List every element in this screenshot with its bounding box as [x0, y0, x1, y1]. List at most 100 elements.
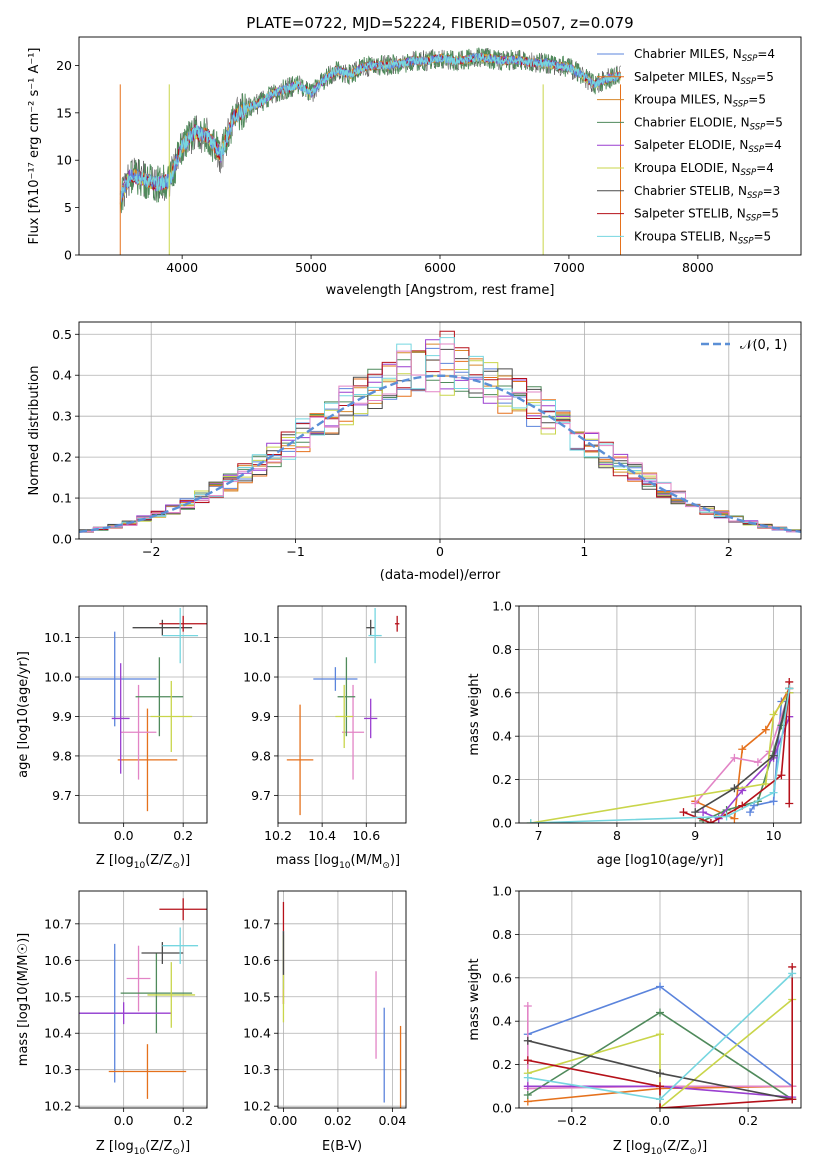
x-axis-label-part: (M/M: [351, 853, 383, 868]
x-axis-label-part: )]: [180, 1139, 190, 1154]
weight-marker: [777, 771, 786, 780]
weight-line: [530, 688, 791, 823]
y-tick-label: 10: [56, 153, 72, 168]
y-tick-label: 10.1: [243, 630, 271, 645]
x-axis-label: age [log10(age/yr)]: [597, 853, 724, 868]
figure-title: PLATE=0722, MJD=52224, FIBERID=0507, z=0…: [246, 14, 633, 32]
legend-label: Salpeter STELIB, NSSP=5: [634, 207, 779, 224]
legend-label: Kroupa STELIB, NSSP=5: [634, 229, 771, 246]
legend-label: Chabrier ELODIE, NSSP=5: [634, 115, 783, 132]
legend-label-part: =5: [756, 70, 774, 84]
weight-marker: [656, 1104, 664, 1108]
weight-marker: [656, 1069, 664, 1078]
weight-line: [683, 681, 791, 823]
plot-area: [79, 607, 207, 812]
weight-marker: [656, 982, 664, 991]
weight-marker: [656, 1095, 664, 1104]
x-tick-label: 0.2: [173, 828, 193, 843]
weight-marker: [691, 799, 700, 808]
y-tick-label: 9.8: [52, 748, 72, 763]
x-tick-label: 10.2: [264, 828, 292, 843]
y-tick-label: 10.0: [44, 670, 72, 685]
y-tick-label: 1.0: [492, 884, 512, 899]
x-axis-label-part: 10: [339, 861, 351, 871]
weight-marker: [656, 1030, 664, 1039]
x-axis-label-part: ⊙: [172, 861, 180, 871]
y-tick-label: 0.4: [52, 368, 72, 383]
x-tick-label: 5000: [295, 260, 327, 275]
weight-marker: [523, 1056, 532, 1065]
plot-area: [119, 47, 621, 255]
plot-area: [526, 677, 794, 823]
y-tick-label: 9.9: [52, 709, 72, 724]
y-axis-label: age [log10(age/yr)]: [16, 651, 31, 778]
weight-marker: [699, 808, 708, 817]
legend-label-part: =4: [756, 161, 774, 175]
plot-area: [286, 607, 400, 816]
weight-marker: [679, 808, 688, 817]
x-tick-label: 8000: [682, 260, 714, 275]
weight-marker: [785, 799, 794, 808]
legend-label: Salpeter MILES, NSSP=5: [634, 70, 774, 87]
x-tick-label: 0.2: [738, 1113, 758, 1128]
y-tick-label: 10.6: [243, 953, 271, 968]
y-tick-label: 10.3: [44, 1062, 72, 1077]
x-tick-label: 6000: [424, 260, 456, 275]
y-tick-label: 10.7: [243, 916, 271, 931]
legend-label-part: =5: [765, 115, 783, 129]
y-tick-label: 0: [64, 248, 72, 263]
axes-frame: [518, 605, 802, 824]
panel-age_vs_Z: 0.0 0.2 9.7 9.8 9.9 10.0 10.1 Z [log10(Z/Z⊙)] ag…: [16, 605, 208, 871]
y-tick-label: 20: [56, 58, 72, 73]
x-tick-label: 0.0: [650, 1113, 670, 1128]
legend-label-part: SSP: [741, 77, 757, 87]
y-tick-label: 10.5: [243, 989, 271, 1004]
x-axis-label-part: Z [log: [96, 853, 134, 868]
x-axis-label-part: ⊙: [172, 1147, 180, 1157]
y-tick-label: 9.7: [52, 788, 72, 803]
y-axis-label: mass weight: [467, 673, 482, 755]
x-axis-label: Z [log10(Z/Z⊙)]: [96, 1139, 190, 1157]
legend-label: Chabrier MILES, NSSP=4: [634, 47, 775, 64]
x-axis-label-part: )]: [390, 853, 400, 868]
weight-marker: [523, 1036, 532, 1045]
y-tick-label: 0.0: [492, 1101, 512, 1116]
x-axis-label-part: 10: [134, 1147, 146, 1157]
legend-label-part: =5: [761, 207, 779, 221]
weight-marker: [656, 1008, 664, 1017]
weight-marker: [788, 969, 797, 978]
legend-label-part: SSP: [747, 191, 763, 201]
x-tick-label: 0: [436, 544, 444, 559]
legend-label-part: Kroupa MILES, N: [634, 93, 733, 107]
weight-marker: [788, 1095, 797, 1104]
x-tick-label: 8: [613, 828, 621, 843]
x-tick-label: −2: [142, 544, 160, 559]
legend-label-part: SSP: [742, 54, 758, 64]
x-tick-label: 10.6: [352, 828, 380, 843]
panel-weight_vs_age: 7 8 9 10 0.0 0.2 0.4 0.6 0.8 1.0 age [log10(age/yr…: [467, 599, 802, 868]
axes-frame: [78, 605, 208, 824]
legend-label-part: =5: [748, 93, 766, 107]
panel-spectrum: 4000 5000 6000 7000 8000 0 5 10 15 20 wavelength […: [27, 36, 802, 298]
x-axis-label: mass [log10(M/M⊙)]: [276, 853, 400, 871]
x-axis-label: wavelength [Angstrom, rest frame]: [326, 283, 555, 298]
y-tick-label: 9.8: [251, 748, 271, 763]
gaussian-curve: [79, 374, 801, 533]
weight-marker: [523, 1082, 532, 1091]
weight-line: [694, 688, 791, 813]
y-tick-label: 10.7: [44, 916, 72, 931]
y-tick-label: 5: [64, 200, 72, 215]
legend-label-part: Salpeter MILES, N: [634, 70, 741, 84]
weight-line: [527, 967, 793, 1108]
axes-frame: [78, 36, 802, 256]
weight-marker: [722, 812, 731, 821]
x-tick-label: 7: [535, 828, 543, 843]
x-axis-label-part: ⊙: [689, 1147, 697, 1157]
x-axis-label-part: (Z/Z: [145, 853, 172, 868]
plot-area: [282, 901, 402, 1108]
y-tick-label: 0.2: [52, 450, 72, 465]
spectrum-line: [119, 52, 621, 202]
y-tick-label: 10.5: [44, 989, 72, 1004]
y-tick-label: 0.8: [492, 927, 512, 942]
